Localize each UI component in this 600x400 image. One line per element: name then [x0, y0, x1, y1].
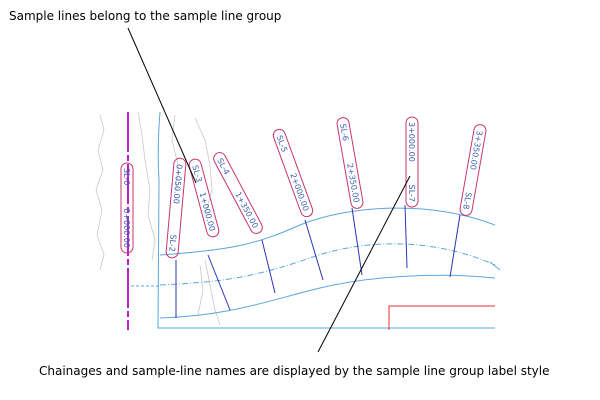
leader-line-bottom — [317, 175, 411, 353]
label-capsule: 3+000.00 SL-7 — [405, 116, 419, 208]
label-capsule: 0+050.00 SL-2 — [165, 157, 187, 259]
label-chainage: 0+050.00 — [171, 164, 183, 204]
label-name: SL-7 — [407, 185, 416, 202]
sample-line — [304, 219, 324, 281]
label-chainage: 2+000.00 — [288, 172, 310, 212]
label-name: SL-4 — [215, 157, 231, 177]
frame-corner — [388, 305, 495, 330]
label-name: SL-5 — [275, 134, 289, 153]
label-capsule: SL-3 1+000.00 — [188, 158, 220, 238]
terrain-contours — [95, 111, 221, 326]
label-chainage: 0+000.00 — [122, 208, 131, 248]
label-capsule: SL-0 0+000.00 — [120, 162, 134, 254]
sample-line — [261, 239, 276, 294]
sample-line — [207, 254, 231, 311]
sample-line — [351, 207, 363, 276]
callout-label-style: Chainages and sample-line names are disp… — [39, 364, 550, 378]
label-capsule: SL-4 1+350.00 — [213, 152, 263, 234]
callout-sample-line-group: Sample lines belong to the sample line g… — [9, 9, 282, 23]
label-name: SL-8 — [461, 191, 473, 210]
label-name: SL-6 — [338, 123, 350, 142]
leader-lines — [127, 27, 411, 353]
label-capsule: SL-6 2+350.00 — [336, 117, 364, 209]
label-capsule: 3+350.00 SL-8 — [459, 124, 487, 216]
sample-line — [449, 214, 461, 278]
road-alignment — [159, 207, 501, 319]
label-capsule: SL-5 2+000.00 — [272, 128, 314, 218]
label-name: SL-2 — [167, 234, 177, 252]
leader-line-top — [127, 27, 197, 184]
sample-lines — [175, 204, 461, 318]
label-name: SL-0 — [122, 168, 131, 185]
boundary-line — [157, 111, 495, 329]
sample-line — [404, 204, 408, 269]
label-chainage: 3+000.00 — [407, 122, 416, 162]
